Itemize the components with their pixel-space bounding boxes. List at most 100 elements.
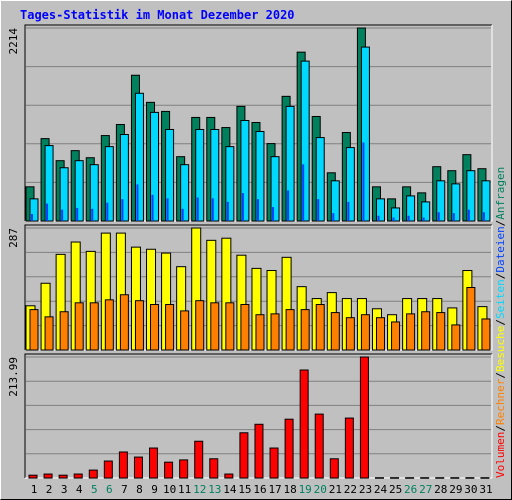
x-tick-label: 4 [76,483,83,496]
bar [436,312,446,351]
bar [390,477,400,479]
bar [164,461,174,479]
x-tick-label: 28 [434,483,447,496]
bar [435,477,445,479]
x-tick-label: 6 [106,483,113,496]
legend-separator: / [494,372,507,379]
x-tick-label: 22 [344,483,357,496]
bar [272,207,275,221]
bar [270,156,280,222]
bar [256,199,259,221]
x-tick-label: 19 [299,483,312,496]
x-tick-label: 16 [253,483,266,496]
bar [345,317,355,351]
bar [74,302,84,351]
bar [88,469,98,479]
bar [451,183,461,222]
x-tick-label: 7 [121,483,128,496]
bar [91,208,94,221]
bar [299,369,309,479]
bar [359,356,369,479]
bar [465,477,475,479]
legend-entry: Volumen [494,432,507,478]
x-tick-label: 29 [449,483,462,496]
bar [225,302,235,351]
bar [406,313,416,351]
bar [181,208,184,221]
bar [450,477,460,479]
bar [302,164,305,221]
x-tick-label: 12 [193,483,206,496]
bar [362,142,365,221]
bar [392,217,395,221]
x-tick-label: 26 [404,483,417,496]
bar [374,477,384,479]
bar [196,197,199,221]
bar [59,167,69,222]
bar [377,215,380,221]
x-tick-label: 31 [479,483,492,496]
bar [226,201,229,221]
bar [28,474,38,479]
bar [467,209,470,221]
bar [43,473,53,479]
bar [151,194,154,221]
panel-edge-dark [24,224,492,350]
legend-entry: Dateien [494,226,507,272]
bar [330,312,340,351]
x-tick-label: 14 [223,483,237,496]
bar [210,302,220,351]
bar [76,207,79,221]
bar [407,215,410,221]
x-tick-label: 13 [208,483,221,496]
bar [255,130,265,222]
x-tick-label: 18 [284,483,297,496]
bar [437,212,440,221]
bar [317,199,320,221]
bar [224,473,234,479]
bar [179,459,189,479]
bar [422,217,425,221]
bar [118,451,128,479]
legend-entry: Anfragen [494,167,507,220]
bar [150,304,160,351]
x-tick-label: 25 [389,483,402,496]
bar [452,213,455,221]
bar [391,321,401,351]
bar [255,314,265,351]
panel-edge-dark [24,353,492,478]
bar [466,287,476,351]
x-tick-label: 21 [329,483,342,496]
bar [482,212,485,221]
x-tick-label: 17 [268,483,281,496]
x-tick-label: 11 [178,483,191,496]
bar [287,190,290,221]
x-tick-label: 27 [419,483,432,496]
bar [195,300,205,351]
bar [134,92,144,222]
bar [284,418,294,479]
bar [89,302,99,351]
bar [165,128,175,222]
bar [421,201,431,222]
bar [314,413,324,479]
bar [104,146,114,222]
bar [436,180,446,222]
bar [239,432,249,479]
bar [451,324,461,351]
bar [375,198,385,222]
bar [315,137,325,222]
bar [29,198,39,222]
bar [74,160,84,222]
bar [332,213,335,221]
bar [165,304,175,351]
legend-entry: Seiten [494,279,507,319]
bar [420,477,430,479]
legend-separator: / [494,220,507,227]
bar [241,193,244,221]
bar [300,309,310,351]
bar [194,440,204,479]
bar [106,202,109,221]
